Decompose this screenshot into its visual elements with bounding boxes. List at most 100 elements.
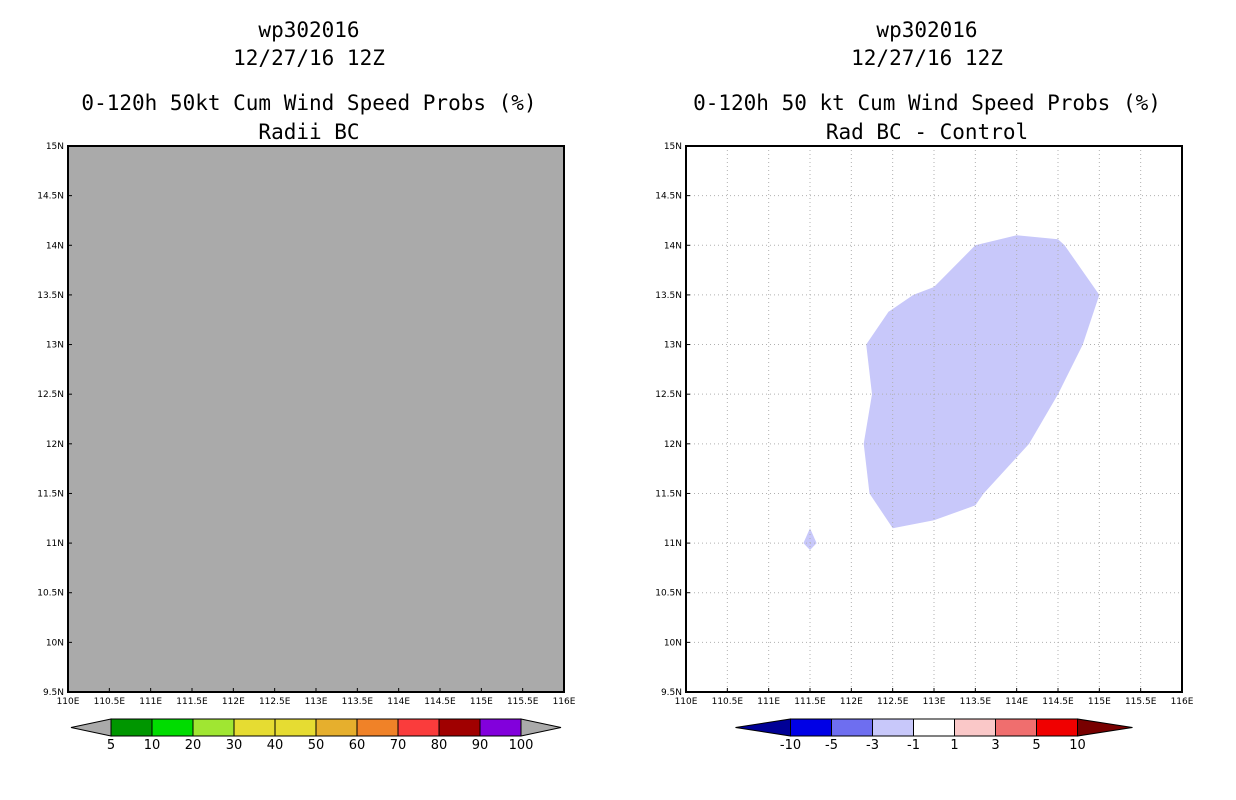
- right-colorbar-label: 5: [1032, 738, 1040, 753]
- right-colorbar-label: -1: [907, 738, 920, 753]
- left-colorbar-label: 100: [509, 738, 534, 753]
- left-colorbar-label: 50: [308, 738, 325, 753]
- left-colorbar-under-triangle-icon: [70, 718, 112, 737]
- right-colorbar-label: 10: [1069, 738, 1086, 753]
- right-y-tick-label: 10.5N: [655, 589, 682, 599]
- left-chart-subtitle: Radii BC: [258, 120, 360, 144]
- right-colorbar-cell: [790, 718, 832, 737]
- right-x-tick-label: 111.5E: [794, 697, 826, 707]
- left-colorbar-label: 10: [144, 738, 161, 753]
- left-colorbar-cell: [397, 718, 440, 737]
- left-chart-panel: wp302016 12/27/16 12Z 0-120h 50kt Cum Wi…: [37, 18, 576, 753]
- right-x-tick-label: 114E: [1005, 697, 1028, 707]
- right-chart-subtitle: Rad BC - Control: [825, 120, 1029, 144]
- right-main-region: [863, 235, 1100, 529]
- left-colorbar-label: 20: [185, 738, 202, 753]
- left-y-tick-label: 14N: [46, 241, 64, 251]
- left-y-tick-label: 9.5N: [43, 688, 64, 698]
- right-colorbar-cell: [831, 718, 873, 737]
- right-y-tick-label: 12N: [664, 440, 682, 450]
- right-y-tick-label: 14N: [664, 241, 682, 251]
- right-x-tick-label: 111E: [757, 697, 780, 707]
- right-x-tick-label: 115.5E: [1125, 697, 1157, 707]
- left-y-tick-label: 10.5N: [37, 589, 64, 599]
- left-x-tick-label: 111E: [139, 697, 162, 707]
- right-colorbar-label: -3: [866, 738, 879, 753]
- right-y-tick-label: 12.5N: [655, 390, 682, 400]
- left-colorbar-cell: [438, 718, 481, 737]
- left-plot-area: [68, 146, 564, 692]
- left-x-tick-label: 114E: [387, 697, 410, 707]
- left-y-tick-label: 12N: [46, 440, 64, 450]
- left-colorbar-cell: [192, 718, 235, 737]
- left-chart-svg: 110E 110.5E 111E 111.5E 112E 112.5E 113E 113.5E…: [37, 142, 576, 753]
- left-y-tick-label: 12.5N: [37, 390, 64, 400]
- left-x-tick-label: 115.5E: [507, 697, 539, 707]
- left-colorbar-over-triangle-icon: [520, 718, 562, 737]
- right-colorbar-cell: [913, 718, 955, 737]
- right-colorbar-cell: [1036, 718, 1078, 737]
- left-x-tick-label: 114.5E: [424, 697, 456, 707]
- right-x-tick-label: 116E: [1171, 697, 1194, 707]
- left-colorbar-cell: [479, 718, 522, 737]
- left-colorbar-label: 30: [226, 738, 243, 753]
- left-colorbar-label: 80: [431, 738, 448, 753]
- right-x-tick-label: 113.5E: [960, 697, 992, 707]
- left-storm-id: wp302016: [258, 18, 360, 42]
- right-colorbar-cell: [954, 718, 996, 737]
- left-colorbar-cell: [356, 718, 399, 737]
- right-x-tick-label: 115E: [1088, 697, 1111, 707]
- left-colorbar-label: 60: [349, 738, 366, 753]
- left-x-tick-label: 111.5E: [176, 697, 208, 707]
- left-x-tick-label: 110E: [57, 697, 80, 707]
- left-y-tick-label: 11N: [46, 539, 64, 549]
- left-y-tick-label: 14.5N: [37, 192, 64, 202]
- left-y-tick-label: 11.5N: [37, 489, 64, 499]
- right-chart-svg: 110E 110.5E 111E 111.5E 112E 112.5E 113E 113.5E…: [655, 142, 1194, 753]
- left-x-tick-label: 113.5E: [342, 697, 374, 707]
- left-x-tick-label: 112E: [222, 697, 245, 707]
- right-colorbar-under-triangle-icon: [735, 718, 791, 737]
- left-y-tick-label: 13N: [46, 341, 64, 351]
- right-y-tick-label: 14.5N: [655, 192, 682, 202]
- left-x-tick-label: 112.5E: [259, 697, 291, 707]
- right-colorbar-label: 3: [991, 738, 999, 753]
- right-colorbar-label: 1: [950, 738, 958, 753]
- right-y-tick-label: 15N: [664, 142, 682, 152]
- left-colorbar-label: 90: [472, 738, 489, 753]
- right-chart-title: 0-120h 50 kt Cum Wind Speed Probs (%): [693, 91, 1161, 115]
- right-y-tick-label: 10N: [664, 638, 682, 648]
- right-colorbar-over-triangle-icon: [1077, 718, 1133, 737]
- right-x-tick-label: 113E: [923, 697, 946, 707]
- right-colorbar-label: -5: [825, 738, 838, 753]
- left-colorbar-cell: [151, 718, 194, 737]
- left-colorbar-cell: [233, 718, 276, 737]
- left-colorbar-label: 70: [390, 738, 407, 753]
- right-colorbar-cell: [872, 718, 914, 737]
- right-colorbar-label: -10: [780, 738, 801, 753]
- right-storm-id: wp302016: [876, 18, 978, 42]
- left-colorbar-label: 40: [267, 738, 284, 753]
- right-y-tick-label: 13N: [664, 341, 682, 351]
- left-colorbar-cell: [110, 718, 153, 737]
- right-chart-panel: wp302016 12/27/16 12Z 0-120h 50 kt Cum W…: [618, 0, 1236, 800]
- right-x-tick-label: 112.5E: [877, 697, 909, 707]
- left-colorbar-label: 5: [107, 738, 115, 753]
- right-y-tick-label: 11.5N: [655, 489, 682, 499]
- right-x-tick-label: 112E: [840, 697, 863, 707]
- left-x-tick-label: 113E: [305, 697, 328, 707]
- right-y-tick-label: 11N: [664, 539, 682, 549]
- left-y-tick-label: 10N: [46, 638, 64, 648]
- right-date: 12/27/16 12Z: [851, 46, 1003, 70]
- left-colorbar-cell: [315, 718, 358, 737]
- right-y-tick-label: 13.5N: [655, 291, 682, 301]
- right-x-tick-label: 110.5E: [712, 697, 744, 707]
- right-x-tick-label: 114.5E: [1042, 697, 1074, 707]
- right-small-region: [803, 528, 817, 550]
- left-x-tick-label: 115E: [470, 697, 493, 707]
- left-y-tick-label: 15N: [46, 142, 64, 152]
- left-x-tick-label: 116E: [553, 697, 576, 707]
- right-y-tick-label: 9.5N: [661, 688, 682, 698]
- left-chart-title: 0-120h 50kt Cum Wind Speed Probs (%): [81, 91, 537, 115]
- left-x-tick-label: 110.5E: [94, 697, 126, 707]
